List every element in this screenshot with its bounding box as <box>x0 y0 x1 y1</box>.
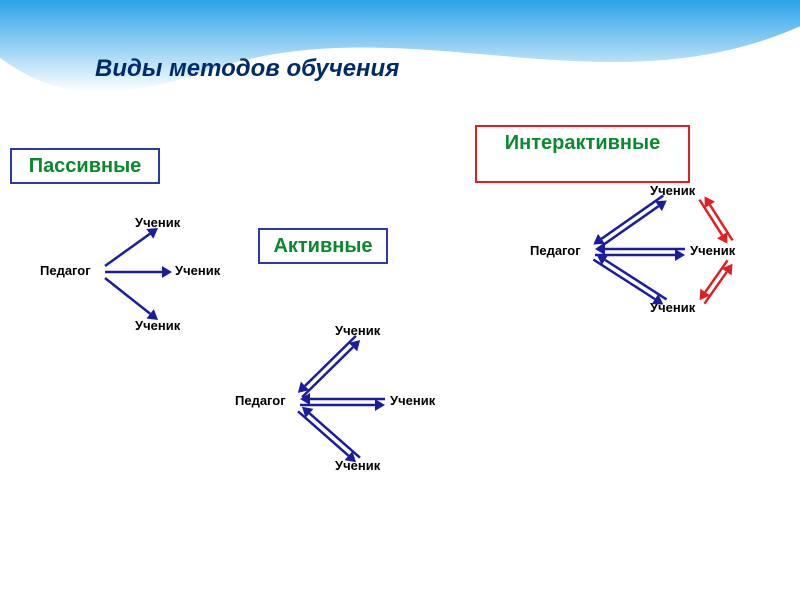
label-active: Активные <box>258 228 388 264</box>
active-student-2: Ученик <box>390 393 435 408</box>
label-passive: Пассивные <box>10 148 160 184</box>
passive-student-2: Ученик <box>175 263 220 278</box>
active-teacher: Педагог <box>235 393 286 408</box>
active-student-3: Ученик <box>335 458 380 473</box>
banner-curve <box>0 0 800 105</box>
interactive-student-top: Ученик <box>650 183 695 198</box>
passive-student-1: Ученик <box>135 215 180 230</box>
active-student-1: Ученик <box>335 323 380 338</box>
interactive-student-right: Ученик <box>690 243 735 258</box>
passive-teacher: Педагог <box>40 263 91 278</box>
page-title: Виды методов обучения <box>95 55 399 83</box>
passive-student-3: Ученик <box>135 318 180 333</box>
label-interactive: Интерактивные <box>475 125 690 183</box>
interactive-teacher: Педагог <box>530 243 581 258</box>
interactive-student-bottom: Ученик <box>650 300 695 315</box>
